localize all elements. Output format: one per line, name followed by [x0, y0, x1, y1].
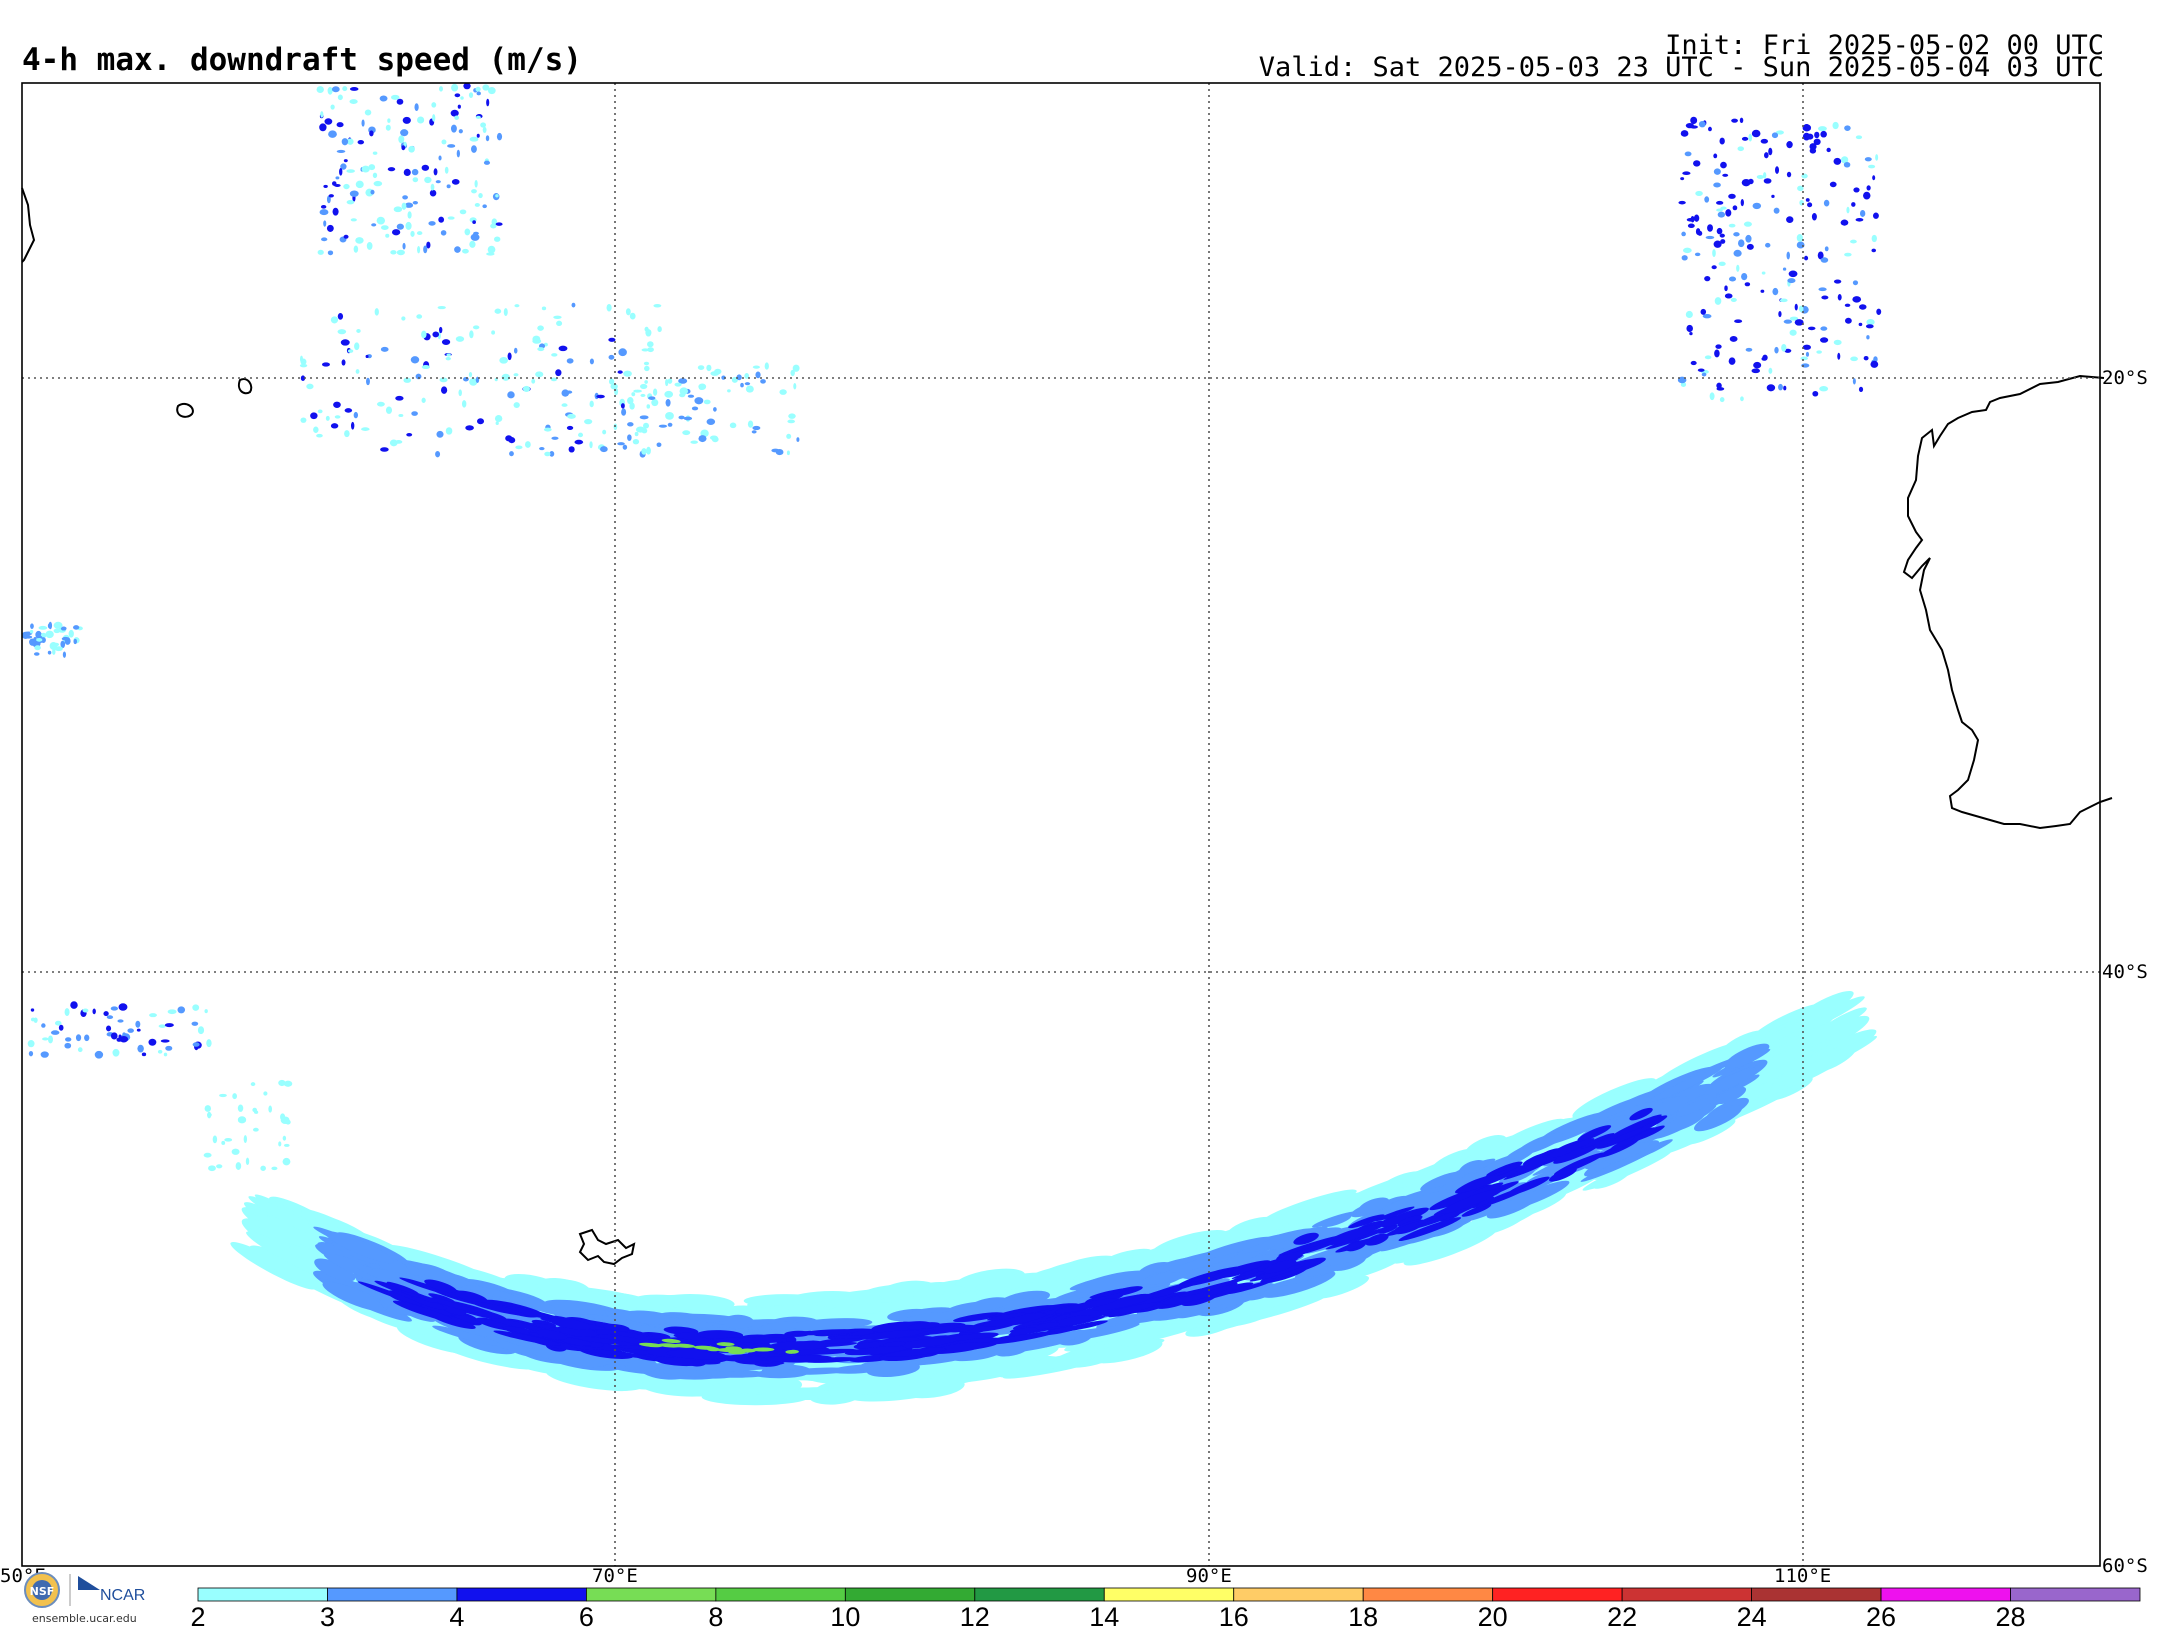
colorbar-swatch — [456, 1587, 587, 1602]
colorbar-tick-label: 14 — [1089, 1602, 1120, 1632]
colorbar-tick-label: 12 — [959, 1602, 990, 1632]
colorbar-swatch — [1233, 1587, 1364, 1602]
lat-label-60S: 60°S — [2102, 1555, 2148, 1577]
colorbar-tick-label: 8 — [708, 1602, 724, 1632]
coastline-madagascar — [21, 187, 36, 263]
colorbar-tick-label: 2 — [190, 1602, 206, 1632]
colorbar-swatch — [1621, 1587, 1752, 1602]
colorbar — [197, 1587, 2141, 1602]
map-title: 4-h max. downdraft speed (m/s) — [22, 42, 582, 78]
colorbar-tick-label: 4 — [449, 1602, 465, 1632]
colorbar-tick-label: 20 — [1477, 1602, 1508, 1632]
colorbar-swatch — [1880, 1587, 2011, 1602]
svg-text:NSF: NSF — [30, 1585, 55, 1598]
map-frame — [21, 82, 2101, 1567]
init-time: Init: Fri 2025-05-02 00 UTC — [1665, 30, 2104, 61]
colorbar-tick-label: 28 — [1995, 1602, 2026, 1632]
coastline-mauritius — [238, 378, 253, 395]
valid-time: Valid: Sat 2025-05-03 23 UTC - Sun 2025-… — [1258, 52, 2104, 83]
colorbar-swatch — [197, 1587, 328, 1602]
colorbar-tick-label: 10 — [830, 1602, 861, 1632]
logo-org: NCAR — [100, 1587, 145, 1604]
colorbar-tick-label: 16 — [1218, 1602, 1249, 1632]
colorbar-swatch — [1103, 1587, 1235, 1602]
coastline-western-australia — [1902, 374, 2113, 830]
colorbar-swatch — [586, 1587, 717, 1602]
downdraft-field — [21, 82, 1882, 1406]
colorbar-tick-label: 26 — [1866, 1602, 1897, 1632]
colorbar-tick-label: 3 — [319, 1602, 335, 1632]
lon-label-110E: 110°E — [1774, 1565, 1831, 1587]
lon-label-70E: 70°E — [592, 1565, 638, 1587]
colorbar-tick-label: 6 — [578, 1602, 594, 1632]
gridlines — [22, 83, 2100, 1566]
logo-site: ensemble.ucar.edu — [32, 1612, 137, 1625]
nsf-ncar-logo: NSF NCAR — [24, 1572, 145, 1608]
colorbar-tick-label: 24 — [1736, 1602, 1767, 1632]
lat-label-20S: 20°S — [2102, 367, 2148, 389]
lon-label-90E: 90°E — [1186, 1565, 1232, 1587]
colorbar-tick-label: 22 — [1607, 1602, 1638, 1632]
colorbar-swatch — [715, 1587, 846, 1602]
coastline-reunion — [176, 402, 194, 418]
colorbar-swatch — [1751, 1587, 1882, 1602]
coastline-kerguelen — [578, 1228, 636, 1266]
colorbar-swatch — [844, 1587, 976, 1602]
colorbar-swatch — [1362, 1587, 1494, 1602]
lat-label-40S: 40°S — [2102, 961, 2148, 983]
colorbar-tick-label: 18 — [1348, 1602, 1379, 1632]
colorbar-swatch — [327, 1587, 458, 1602]
colorbar-swatch — [2010, 1587, 2141, 1602]
coastlines — [21, 187, 2113, 1266]
colorbar-swatch — [974, 1587, 1105, 1602]
colorbar-swatch — [1492, 1587, 1623, 1602]
